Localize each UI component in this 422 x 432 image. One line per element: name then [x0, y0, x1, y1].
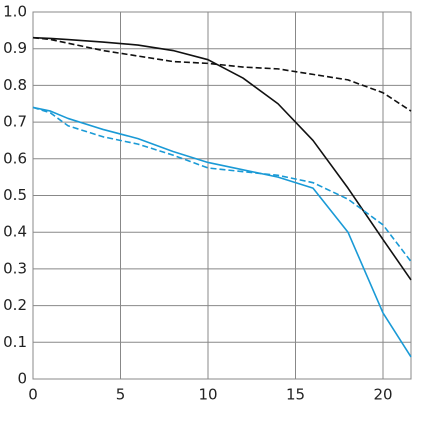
x-tick-label: 10: [198, 386, 217, 404]
series-line: [32, 106, 412, 358]
y-tick-label: 0.4: [3, 223, 27, 241]
x-tick-label: 5: [116, 386, 126, 404]
y-tick-label: 0.8: [3, 76, 27, 94]
y-tick-label: 0.9: [3, 39, 27, 57]
series-line: [32, 106, 412, 263]
y-tick-label: 0.3: [3, 259, 27, 277]
series-line: [32, 36, 412, 112]
x-tick-label: 20: [373, 386, 392, 404]
x-tick-label: 15: [286, 386, 305, 404]
y-tick-label: 0: [17, 370, 27, 388]
y-tick-label: 0.7: [3, 113, 27, 131]
y-tick-label: 1.0: [3, 3, 27, 21]
y-tick-label: 0.5: [3, 186, 27, 204]
x-tick-label: 0: [28, 386, 38, 404]
series-line: [32, 36, 412, 281]
plot-frame: [32, 11, 412, 380]
y-tick-label: 0.1: [3, 333, 27, 351]
y-tick-label: 0.2: [3, 296, 27, 314]
y-tick-label: 0.6: [3, 149, 27, 167]
